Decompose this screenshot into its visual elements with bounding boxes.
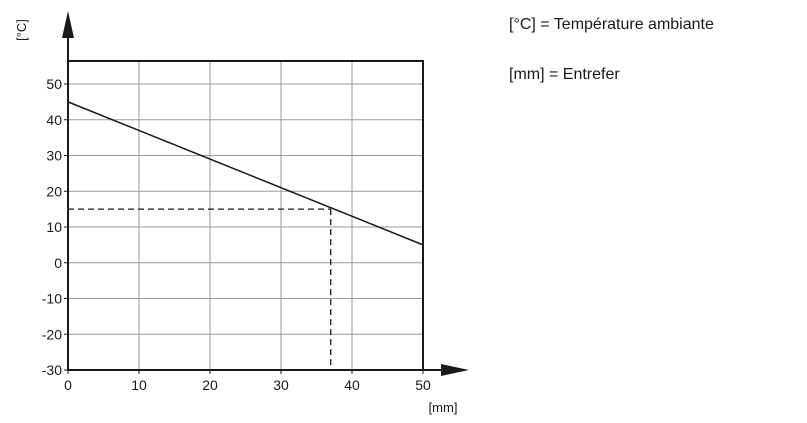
y-tick-label: -20 (42, 326, 62, 342)
y-tick-label: 40 (46, 112, 62, 128)
y-tick-label: 0 (54, 255, 62, 271)
y-axis-arrow (62, 11, 74, 38)
x-tick-label: 30 (273, 377, 289, 393)
legend-temperature: [°C] = Température ambiante (509, 16, 714, 33)
y-tick-label: 20 (46, 183, 62, 199)
y-axis-label: [°C] (14, 19, 29, 41)
legend-gap: [mm] = Entrefer (509, 66, 620, 83)
x-tick-label: 0 (64, 377, 72, 393)
plot-frame (67, 60, 424, 371)
x-tick-label: 50 (415, 377, 431, 393)
x-tick-label: 10 (131, 377, 147, 393)
x-axis-label: [mm] (429, 400, 458, 415)
x-tick-label: 40 (344, 377, 360, 393)
y-tick-label: 30 (46, 148, 62, 164)
y-tick-label: -30 (42, 362, 62, 378)
tick-labels: -30 -20 -10 0 10 20 30 40 50 0 10 20 30 40 50 (42, 76, 431, 393)
axes (62, 11, 469, 376)
chart: -30 -20 -10 0 10 20 30 40 50 0 10 20 30 40 50 [°C] [mm… (14, 11, 469, 415)
grid (68, 61, 423, 370)
x-tick-label: 20 (202, 377, 218, 393)
y-tick-label: -10 (42, 291, 62, 307)
y-tick-label: 10 (46, 219, 62, 235)
series-line (67, 101, 424, 246)
y-tick-label: 50 (46, 76, 62, 92)
x-axis-arrow (441, 364, 469, 376)
